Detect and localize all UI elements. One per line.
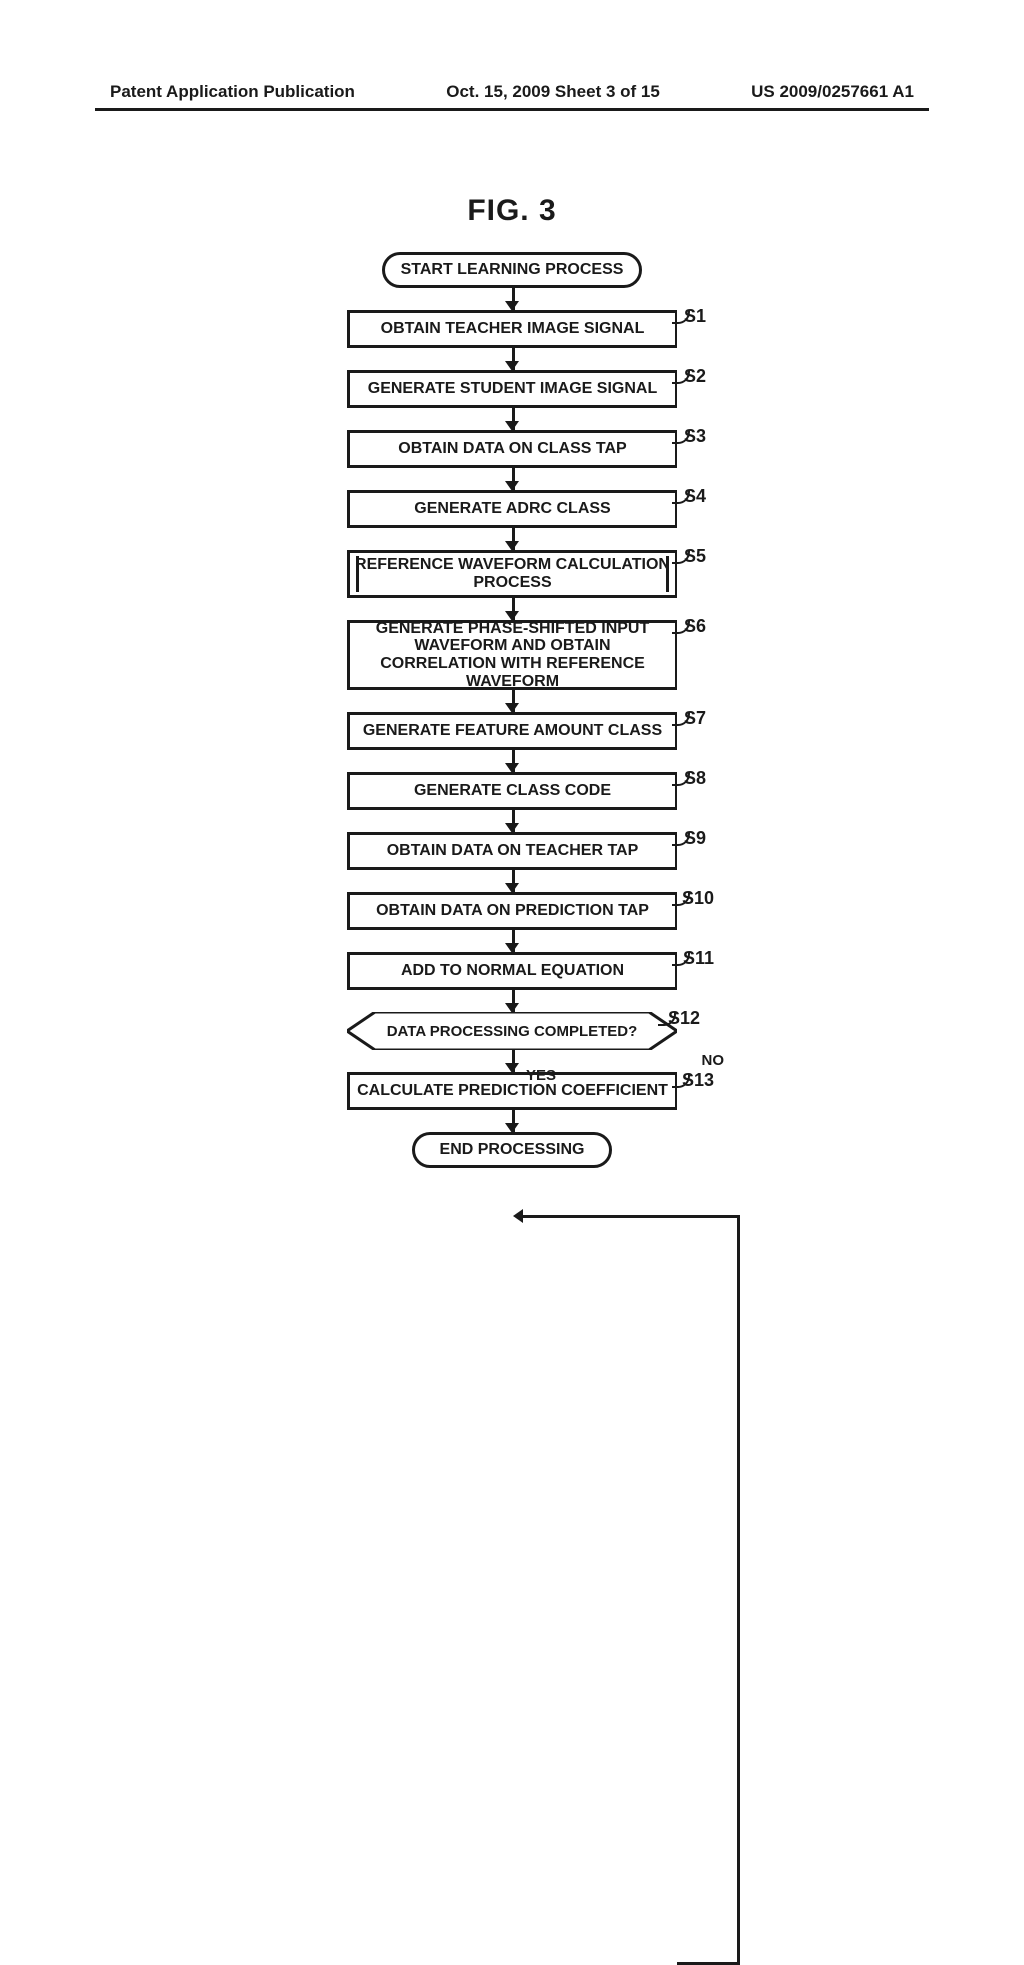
- decision-s12: DATA PROCESSING COMPLETED?: [347, 1012, 677, 1050]
- process-s1: OBTAIN TEACHER IMAGE SIGNAL: [347, 310, 677, 348]
- process-s2: GENERATE STUDENT IMAGE SIGNAL: [347, 370, 677, 408]
- header-center: Oct. 15, 2009 Sheet 3 of 15: [446, 82, 660, 102]
- process-s7: GENERATE FEATURE AMOUNT CLASS: [347, 712, 677, 750]
- process-s6: GENERATE PHASE-SHIFTED INPUT WAVEFORM AN…: [347, 620, 677, 690]
- end-terminator: END PROCESSING: [412, 1132, 612, 1168]
- header-right: US 2009/0257661 A1: [751, 82, 914, 102]
- figure-title: FIG. 3: [0, 194, 1024, 228]
- process-s11: ADD TO NORMAL EQUATION: [347, 952, 677, 990]
- start-terminator: START LEARNING PROCESS: [382, 252, 642, 288]
- header-rule: [95, 108, 929, 111]
- process-s4: GENERATE ADRC CLASS: [347, 490, 677, 528]
- header-left: Patent Application Publication: [110, 82, 355, 102]
- decision-text: DATA PROCESSING COMPLETED?: [387, 1023, 638, 1040]
- process-s10: OBTAIN DATA ON PREDICTION TAP: [347, 892, 677, 930]
- process-s8: GENERATE CLASS CODE: [347, 772, 677, 810]
- yes-label: YES: [526, 1067, 556, 1084]
- process-s13: CALCULATE PREDICTION COEFFICIENT: [347, 1072, 677, 1110]
- process-s9: OBTAIN DATA ON TEACHER TAP: [347, 832, 677, 870]
- page-header: Patent Application Publication Oct. 15, …: [0, 82, 1024, 102]
- flowchart: START LEARNING PROCESS OBTAIN TEACHER IM…: [270, 252, 754, 1168]
- process-s3: OBTAIN DATA ON CLASS TAP: [347, 430, 677, 468]
- subprocess-s5: REFERENCE WAVEFORM CALCULATION PROCESS: [347, 550, 677, 598]
- no-label: NO: [702, 1052, 725, 1069]
